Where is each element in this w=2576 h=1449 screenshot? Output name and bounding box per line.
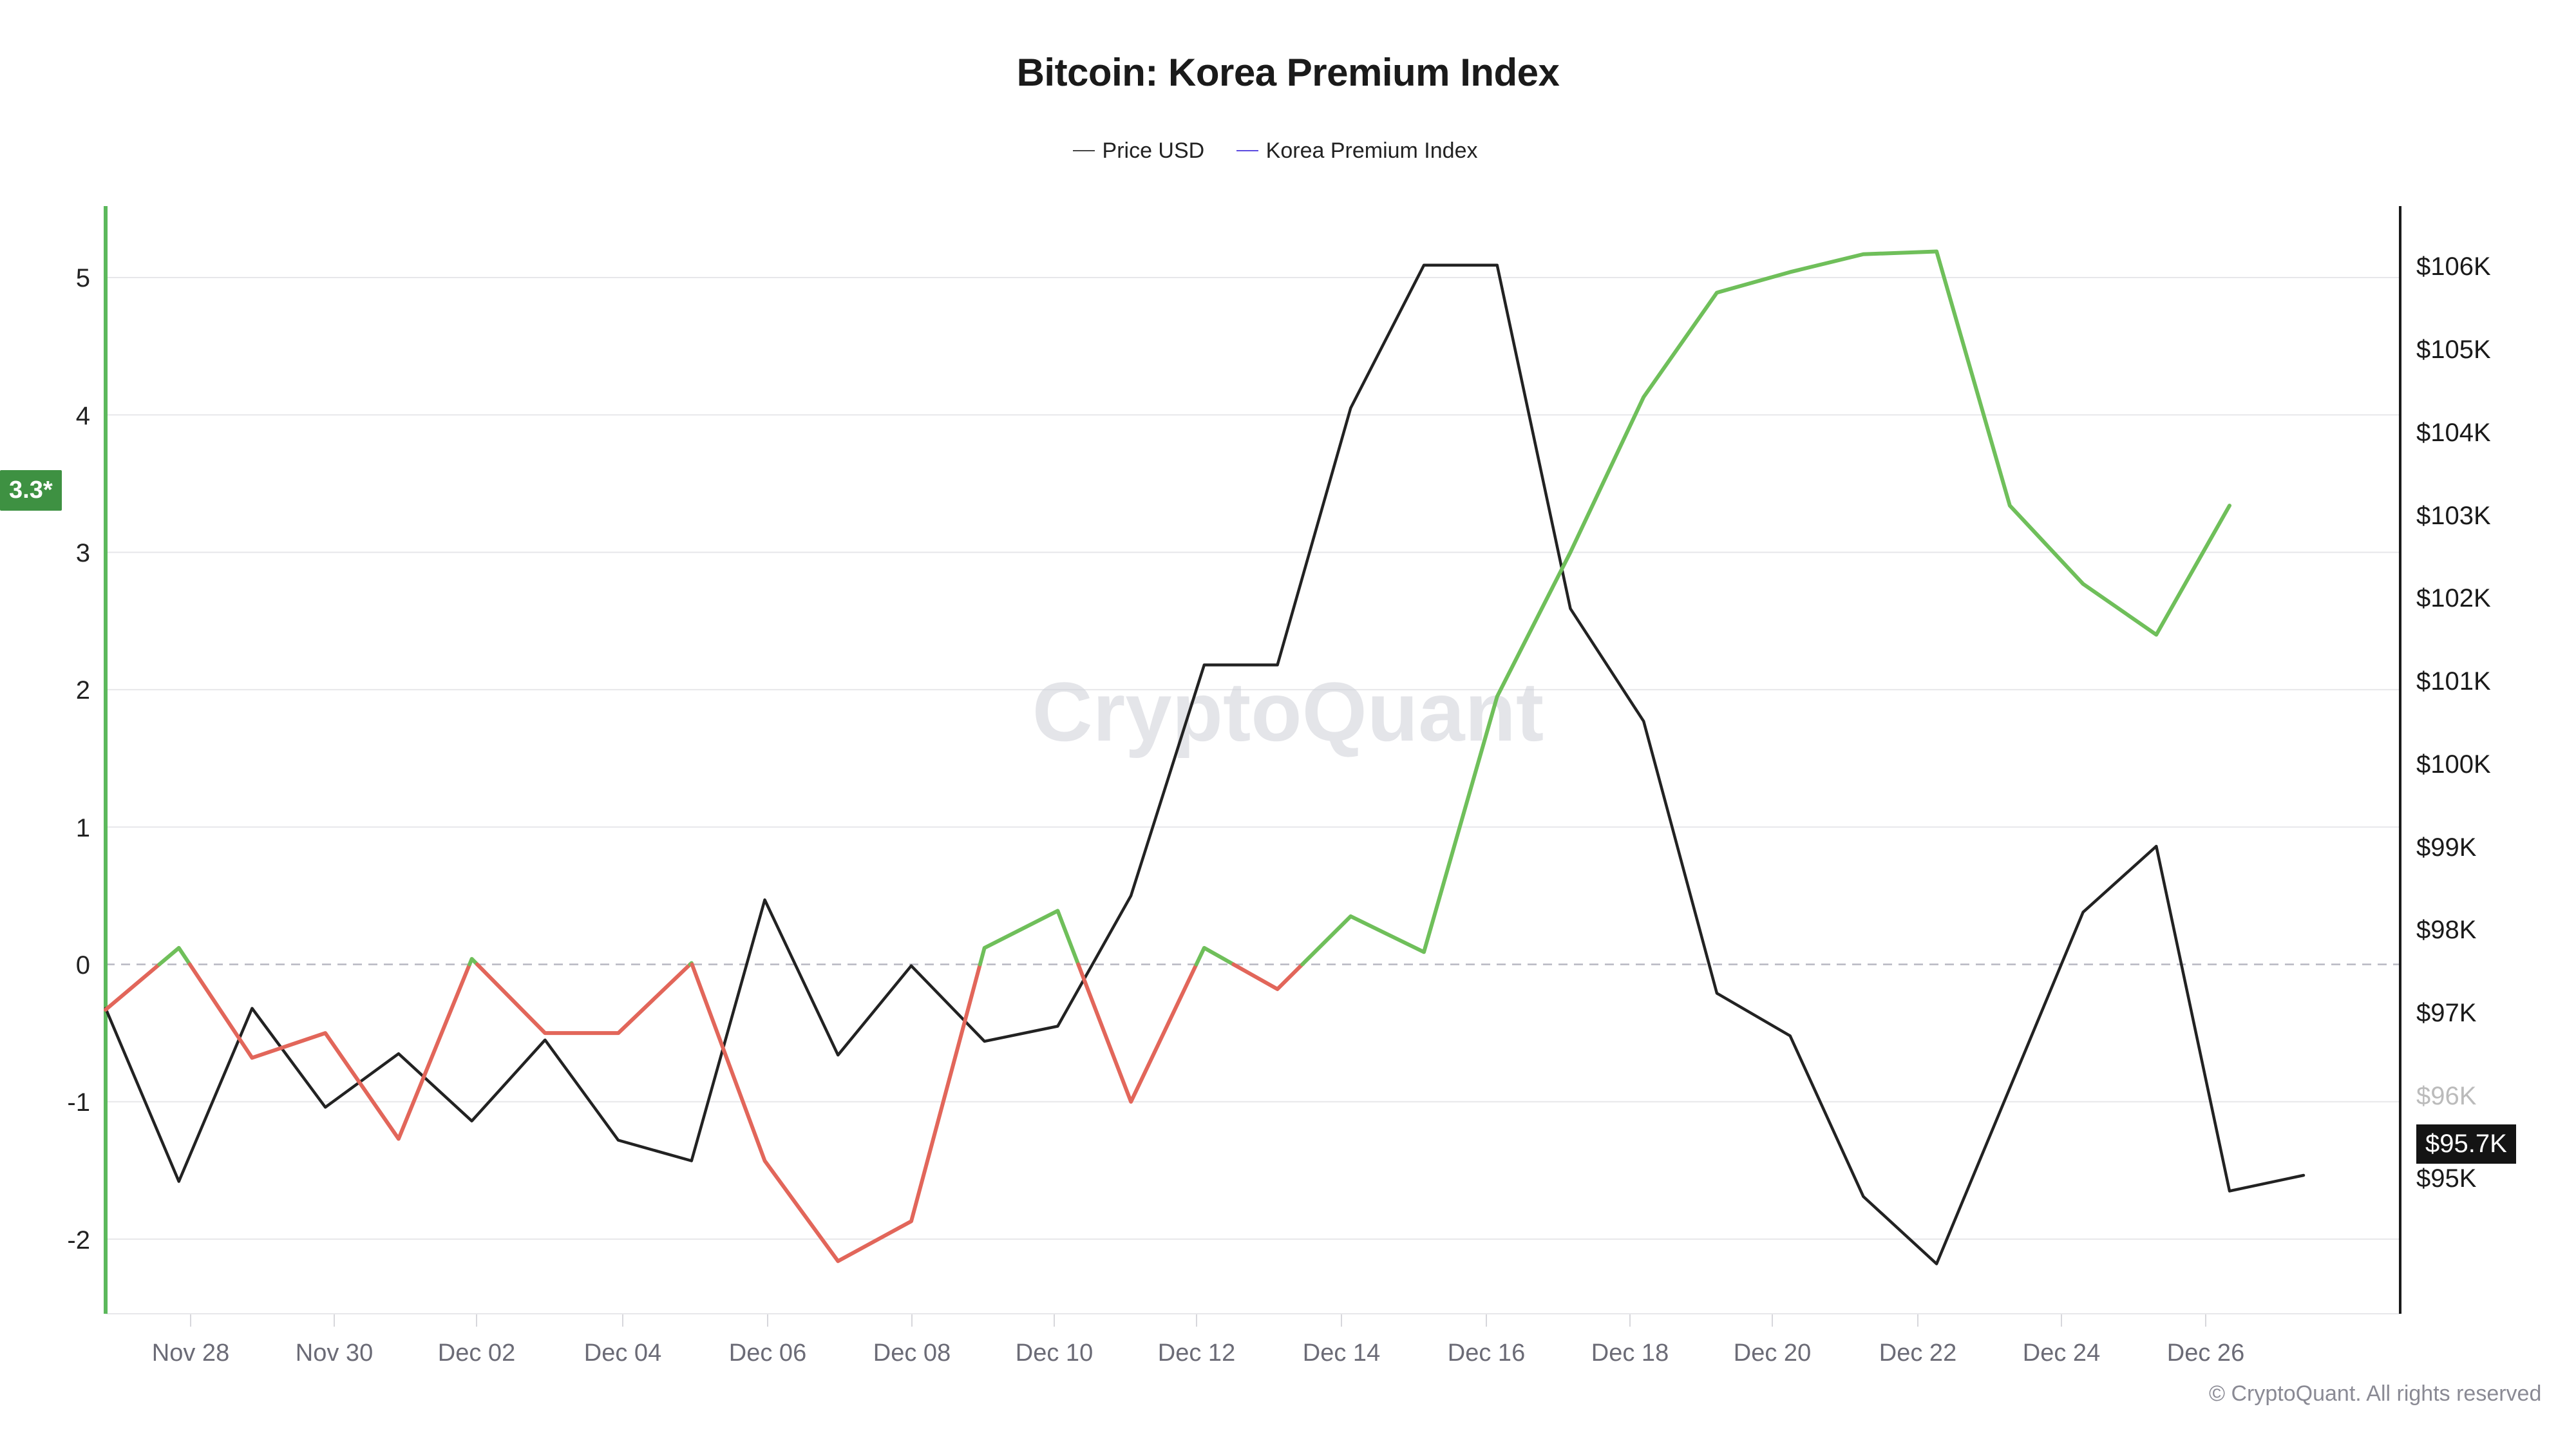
svg-text:CryptoQuant: CryptoQuant (1032, 665, 1544, 759)
